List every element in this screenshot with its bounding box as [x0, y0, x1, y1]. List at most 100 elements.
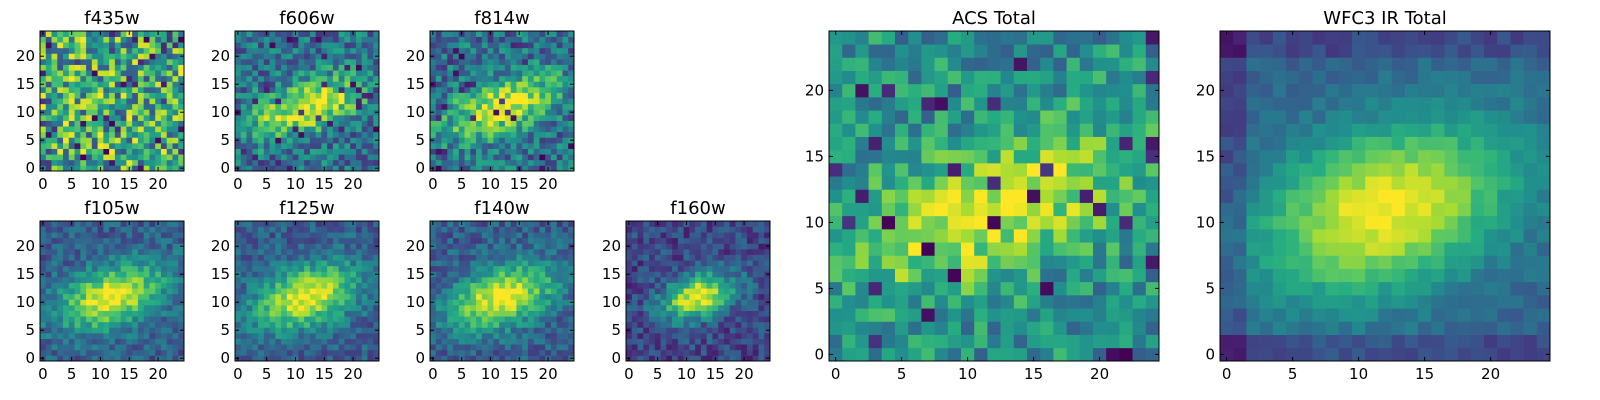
heatmap-cell [120, 277, 127, 283]
heatmap-cell [315, 338, 322, 345]
heatmap-cell [74, 344, 81, 351]
heatmap-cell [562, 293, 569, 300]
heatmap-cell [470, 154, 477, 161]
heatmap-cell [458, 321, 465, 328]
heatmap-cell [172, 299, 179, 306]
heatmap-cell [344, 109, 351, 116]
heatmap-cell [258, 316, 265, 323]
heatmap-cell [695, 299, 702, 306]
heatmap-cell [91, 165, 98, 172]
heatmap-cell [252, 254, 259, 261]
heatmap-cell [286, 87, 293, 93]
heatmap-cell [132, 126, 139, 133]
heatmap-cell [240, 103, 247, 110]
heatmap-cell [643, 237, 650, 244]
heatmap-cell [298, 221, 305, 227]
heatmap-cell [63, 249, 70, 255]
heatmap-cell [464, 120, 471, 127]
heatmap-cell [338, 109, 345, 116]
heatmap-cell [533, 70, 540, 77]
heatmap-cell [350, 87, 357, 93]
heatmap-cell [516, 333, 523, 339]
heatmap-cell [149, 81, 156, 88]
heatmap-cell [493, 254, 500, 261]
heatmap-cell [235, 305, 242, 311]
heatmap-cell [80, 288, 87, 295]
heatmap-cell [252, 277, 259, 283]
heatmap-cell [700, 299, 707, 306]
heatmap-cell [45, 271, 52, 278]
heatmap-cell [718, 249, 725, 255]
heatmap-cell [626, 310, 633, 317]
heatmap-cell [1066, 242, 1081, 256]
heatmap-cell [63, 226, 70, 233]
heatmap-cell [718, 344, 725, 351]
heatmap-cell [281, 333, 288, 339]
heatmap-cell [304, 75, 311, 82]
heatmap-cell [539, 327, 546, 334]
x-tick-label: 5 [67, 175, 77, 193]
heatmap-cell [178, 265, 185, 272]
heatmap-cell [172, 31, 179, 37]
heatmap-cell [522, 226, 529, 233]
heatmap-cell [510, 344, 517, 351]
heatmap-cell [86, 338, 93, 345]
heatmap-cell [550, 47, 558, 54]
heatmap-cell [143, 349, 150, 356]
heatmap-cell [309, 271, 316, 278]
heatmap-cell [355, 232, 363, 239]
heatmap-cell [527, 59, 535, 65]
heatmap-cell [654, 226, 661, 233]
heatmap-cell [68, 126, 75, 133]
heatmap-cell [281, 47, 288, 54]
heatmap-cell [539, 349, 546, 356]
heatmap-cell [1106, 281, 1120, 296]
heatmap-cell [269, 36, 276, 43]
heatmap-cell [481, 31, 488, 37]
heatmap-cell [1066, 268, 1081, 283]
heatmap-cell [63, 310, 70, 317]
heatmap-cell [355, 87, 363, 93]
heatmap-cell [166, 221, 173, 227]
heatmap-cell [361, 293, 368, 300]
heatmap-cell [143, 36, 150, 43]
heatmap-cell [1000, 202, 1015, 217]
heatmap-cell [86, 64, 93, 71]
heatmap-cell [120, 98, 127, 105]
heatmap-cell [292, 126, 299, 133]
y-tick-label: 5 [415, 321, 425, 339]
heatmap-cell [114, 92, 121, 99]
heatmap-cell [68, 310, 75, 317]
heatmap-cell [695, 305, 702, 311]
heatmap-cell [172, 265, 179, 272]
heatmap-cell [470, 344, 477, 351]
heatmap-cell [344, 226, 351, 233]
heatmap-cell [309, 36, 316, 43]
heatmap-cell [40, 305, 47, 311]
heatmap-cell [51, 81, 58, 88]
heatmap-cell [908, 255, 922, 269]
heatmap-cell [51, 333, 58, 339]
heatmap-cell [441, 226, 448, 233]
heatmap-cell [350, 92, 357, 99]
heatmap-cell [63, 265, 70, 272]
heatmap-cell [527, 293, 535, 300]
heatmap-cell [1000, 229, 1015, 243]
heatmap-cell [447, 81, 454, 88]
heatmap-cell [562, 53, 569, 60]
heatmap-cell [86, 92, 93, 99]
heatmap-cell [367, 260, 374, 267]
heatmap-cell [447, 159, 454, 166]
heatmap-cell [97, 42, 104, 49]
heatmap-cell [435, 355, 442, 362]
heatmap-cell [240, 109, 247, 116]
heatmap-cell [550, 327, 558, 334]
heatmap-cell [315, 355, 322, 362]
heatmap-cell [430, 103, 437, 110]
heatmap-cell [1027, 308, 1041, 322]
heatmap-cell [155, 232, 162, 239]
heatmap-cell [464, 143, 471, 149]
heatmap-cell [149, 92, 156, 99]
heatmap-cell [344, 327, 351, 334]
heatmap-cell [510, 243, 517, 250]
